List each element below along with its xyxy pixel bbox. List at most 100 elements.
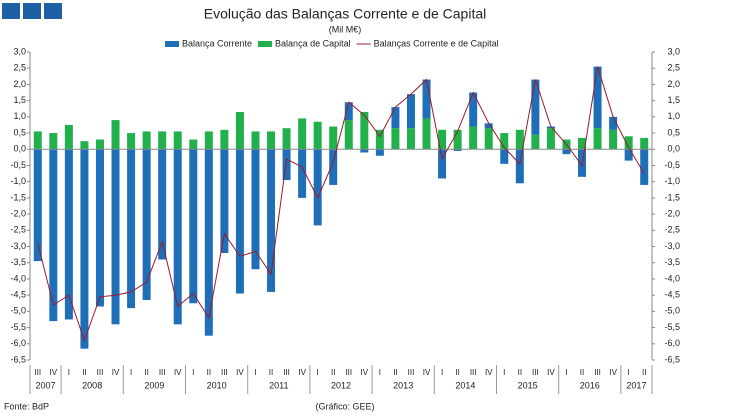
y-tick-label: 3,0 [13, 46, 26, 56]
bar [235, 111, 244, 150]
y-tick-label: -2,0 [10, 208, 26, 218]
chart-title: Evolução das Balanças Corrente e de Capi… [204, 6, 487, 22]
bar [220, 149, 229, 254]
y2-tick-label: -6,0 [664, 338, 680, 348]
y-tick-label: 0,5 [13, 127, 26, 137]
bar [111, 149, 120, 325]
y-tick-label: -0,5 [10, 160, 26, 170]
bar [624, 136, 633, 150]
legend-label: Balança de Capital [275, 38, 351, 48]
x-tick-label: I [68, 368, 70, 377]
legend-swatch [258, 41, 273, 47]
credit: (Gráfico: GEE) [315, 401, 374, 411]
legend-swatch [165, 41, 179, 47]
y-tick-label: 0,0 [13, 144, 26, 154]
x-tick-label: IV [236, 368, 244, 377]
x-tick-label: I [503, 368, 505, 377]
bar [80, 149, 89, 349]
x-tick-label: III [221, 368, 228, 377]
x-tick-label: IV [174, 368, 182, 377]
bar [609, 116, 618, 130]
x-tick-label: III [470, 368, 477, 377]
bar [64, 149, 73, 320]
bar [298, 149, 307, 198]
bar [111, 120, 120, 150]
bar [189, 149, 198, 304]
x-group-label: 2012 [331, 380, 351, 390]
bar [33, 131, 42, 150]
x-group-label: 2013 [393, 380, 413, 390]
bar [235, 149, 244, 294]
x-group-label: 2011 [269, 380, 288, 390]
y-tick-label: -1,5 [10, 192, 26, 202]
bar [344, 120, 353, 150]
y2-tick-label: -3,0 [664, 241, 680, 251]
y-tick-label: 1,5 [13, 95, 26, 105]
bar [406, 94, 415, 129]
x-tick-label: IV [361, 368, 369, 377]
bar [64, 124, 73, 150]
x-tick-label: I [130, 368, 132, 377]
bar [484, 128, 493, 150]
y-tick-label: 1,0 [13, 111, 26, 121]
x-group-label: 2016 [580, 380, 600, 390]
y2-tick-label: 0,0 [667, 144, 680, 154]
x-group-label: 2009 [144, 380, 164, 390]
logo-square [23, 3, 41, 19]
y2-tick-label: -6,5 [664, 354, 680, 364]
bar [624, 149, 633, 161]
bar [127, 133, 136, 150]
x-tick-label: II [269, 368, 273, 377]
bar [562, 149, 571, 155]
bar [438, 129, 447, 150]
bar [329, 149, 338, 185]
x-group-label: 2014 [455, 380, 475, 390]
x-tick-label: II [580, 368, 584, 377]
x-tick-label: I [441, 368, 443, 377]
y2-tick-label: -1,0 [664, 176, 680, 186]
x-tick-label: IV [547, 368, 555, 377]
y2-tick-label: -4,0 [664, 273, 680, 283]
bar [173, 131, 182, 150]
x-group-label: 2008 [82, 380, 102, 390]
bar [531, 134, 540, 150]
x-tick-label: II [393, 368, 397, 377]
bar [453, 129, 462, 150]
chart-subtitle: (Mil M€) [329, 24, 362, 34]
x-tick-label: I [192, 368, 194, 377]
x-tick-label: III [594, 368, 601, 377]
bar [204, 131, 213, 150]
bar [422, 118, 431, 150]
bar [453, 149, 462, 151]
y2-tick-label: -4,5 [664, 290, 680, 300]
bar [49, 133, 58, 150]
bar [313, 149, 322, 226]
bar [251, 149, 260, 270]
bar [329, 126, 338, 150]
bar [375, 129, 384, 150]
y-tick-label: -2,5 [10, 225, 26, 235]
y-tick-label: 2,5 [13, 63, 26, 73]
y-tick-label: -4,5 [10, 290, 26, 300]
bar [95, 139, 104, 150]
bar [406, 128, 415, 150]
bar [469, 126, 478, 150]
y2-tick-label: 1,5 [667, 95, 680, 105]
bar [360, 149, 369, 153]
x-tick-label: II [82, 368, 86, 377]
bar [640, 137, 649, 150]
y-tick-label: 2,0 [13, 79, 26, 89]
x-tick-label: III [34, 368, 41, 377]
bar [515, 129, 524, 150]
x-tick-label: III [408, 368, 415, 377]
y-tick-label: -5,0 [10, 306, 26, 316]
bar [267, 131, 276, 150]
y2-tick-label: -1,5 [664, 192, 680, 202]
y2-tick-label: 2,5 [667, 63, 680, 73]
y-tick-label: -4,0 [10, 273, 26, 283]
line [37, 66, 645, 343]
bar [33, 149, 42, 262]
bar [500, 149, 509, 164]
bar [593, 128, 602, 150]
